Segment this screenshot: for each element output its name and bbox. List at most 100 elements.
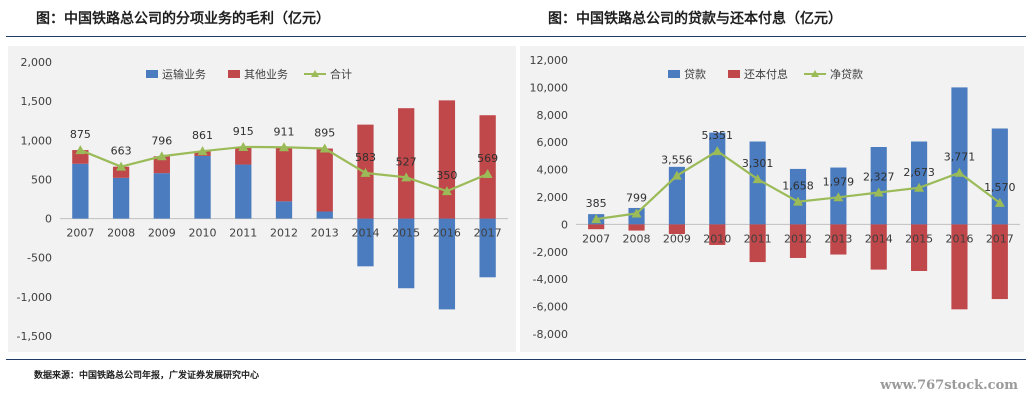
bar-secondary: [749, 224, 766, 263]
total-marker: [156, 151, 167, 161]
legend-label: 贷款: [684, 67, 706, 81]
total-marker: [793, 196, 803, 206]
data-label: 1,570: [984, 181, 1016, 194]
watermark: www.767stock.com: [880, 378, 1018, 393]
x-tick-label: 2012: [784, 232, 812, 245]
bar-secondary: [709, 224, 726, 245]
data-label: 527: [396, 155, 417, 168]
bar-secondary: [398, 108, 415, 219]
total-marker: [482, 169, 493, 179]
y-tick-label: 8,000: [537, 109, 569, 122]
bar-secondary: [235, 146, 252, 165]
y-tick-label: -4,000: [533, 273, 568, 286]
x-tick-label: 2011: [744, 232, 772, 245]
y-tick-label: 6,000: [537, 136, 569, 149]
x-tick-label: 2008: [623, 232, 651, 245]
y-tick-label: 12,000: [530, 54, 569, 67]
bar-secondary: [316, 148, 333, 212]
data-label: 796: [151, 134, 172, 147]
total-marker: [279, 142, 289, 152]
bar-secondary: [628, 224, 645, 231]
bar-secondary: [112, 166, 130, 178]
title-divider: [6, 36, 1026, 37]
total-marker: [197, 146, 208, 156]
data-label: 1,979: [823, 175, 855, 188]
bar-primary: [275, 201, 293, 219]
legend-label: 还本付息: [744, 67, 788, 81]
data-label: 5,351: [702, 129, 734, 142]
bar-primary: [951, 87, 968, 225]
data-label: 3,301: [742, 157, 774, 170]
x-tick-label: 2017: [986, 232, 1014, 245]
bar-secondary: [153, 156, 170, 174]
bar-secondary: [951, 224, 968, 310]
x-tick-label: 2016: [945, 232, 973, 245]
y-tick-label: -1,000: [17, 291, 52, 304]
left-chart-title: 图：中国铁路总公司的分项业务的毛利（亿元）: [36, 11, 330, 27]
x-tick-label: 2014: [351, 227, 379, 240]
loan-repayment-chart-canvas: 12,000 10,000 8,000 6,000 4,000 2,000 0 -2,000 -…: [530, 54, 1020, 341]
data-label: 861: [192, 129, 213, 142]
legend-swatch: [228, 70, 240, 78]
total-marker: [401, 172, 412, 182]
x-tick-label: 2007: [582, 232, 610, 245]
y-tick-label: 4,000: [537, 164, 569, 177]
bar-primary: [235, 164, 252, 219]
y-tick-label: 0: [561, 218, 568, 231]
x-tick-label: 2007: [66, 227, 94, 240]
bar-secondary: [991, 224, 1008, 300]
bar-primary: [72, 163, 89, 219]
y-tick-label: 500: [31, 173, 52, 186]
data-label: 583: [355, 151, 376, 164]
total-marker: [75, 145, 86, 155]
y-tick-label: 2,000: [537, 191, 569, 204]
data-label: 799: [626, 191, 647, 204]
legend-swatch: [668, 70, 680, 78]
legend-swatch-marker: [311, 70, 319, 77]
legend-label: 运输业务: [162, 67, 206, 81]
y-tick-label: -2,000: [533, 246, 568, 259]
bar-secondary: [870, 224, 887, 270]
total-marker: [873, 187, 884, 197]
y-tick-label: 1,500: [21, 95, 53, 108]
data-label: 3,556: [661, 154, 693, 167]
x-tick-label: 2010: [189, 227, 217, 240]
bar-primary: [991, 128, 1008, 225]
data-label: 875: [70, 128, 91, 141]
footer-divider: [6, 359, 1026, 360]
total-marker: [914, 182, 925, 192]
data-label: 3,771: [944, 151, 976, 164]
bar-secondary: [479, 115, 496, 219]
data-label: 911: [274, 125, 295, 138]
y-tick-label: -1,500: [17, 330, 52, 343]
total-marker: [671, 170, 682, 180]
data-label: 2,327: [863, 171, 895, 184]
bar-primary: [870, 146, 887, 225]
x-tick-label: 2015: [392, 227, 420, 240]
bar-secondary: [275, 147, 293, 202]
bar-secondary: [668, 224, 685, 234]
legend-swatch: [728, 70, 740, 78]
legend-swatch-marker: [811, 70, 819, 77]
x-tick-label: 2013: [824, 232, 852, 245]
total-marker: [319, 143, 330, 153]
bar-primary: [153, 173, 170, 219]
data-label: 350: [436, 169, 457, 182]
data-label: 1,658: [782, 180, 814, 193]
total-marker: [833, 192, 844, 202]
total-marker: [360, 167, 371, 177]
x-tick-label: 2017: [474, 227, 502, 240]
loan-repayment-chart: 12,000 10,000 8,000 6,000 4,000 2,000 0 -2,000 -…: [520, 46, 1024, 352]
legend-label: 合计: [330, 67, 352, 81]
gross-profit-chart-canvas: 2,000 1,500 1,000 500 0 -500 -1,000 -1,500 2007 2…: [17, 56, 508, 343]
data-label: 895: [314, 127, 335, 140]
bar-secondary: [789, 224, 807, 258]
y-tick-label: -6,000: [533, 301, 568, 314]
data-label: 663: [111, 145, 132, 158]
total-marker: [116, 161, 127, 171]
bar-secondary: [438, 100, 456, 219]
x-tick-label: 2008: [107, 227, 135, 240]
total-marker: [441, 186, 452, 196]
data-source-note: 数据来源：中国铁路总公司年报，广发证券发展研究中心: [34, 371, 260, 381]
bar-secondary: [830, 224, 847, 255]
